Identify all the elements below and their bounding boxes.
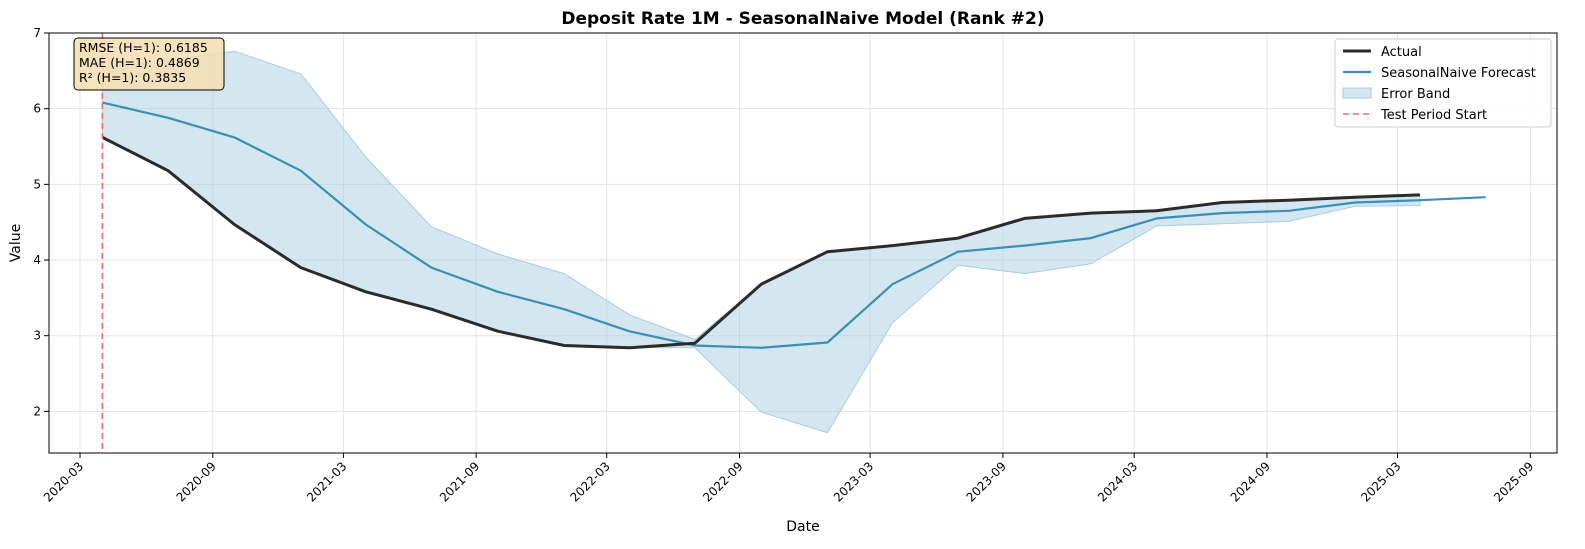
stats-line: MAE (H=1): 0.4869: [79, 55, 200, 70]
chart-title: Deposit Rate 1M - SeasonalNaive Model (R…: [561, 9, 1044, 29]
x-tick-label: 2022-03: [568, 459, 613, 504]
x-tick-label: 2020-09: [174, 459, 219, 504]
x-tick-label: 2024-03: [1095, 459, 1140, 504]
y-tick-label: 7: [33, 26, 41, 40]
legend-label: Error Band: [1381, 87, 1450, 102]
legend-label: Actual: [1381, 45, 1422, 60]
y-axis-title: Value: [8, 224, 24, 262]
x-tick-label: 2025-03: [1358, 459, 1403, 504]
legend-label: Test Period Start: [1380, 108, 1487, 123]
legend-swatch: [1342, 87, 1372, 99]
y-tick-label: 5: [33, 177, 41, 191]
stats-line: RMSE (H=1): 0.6185: [79, 40, 208, 55]
x-tick-label: 2020-03: [41, 459, 86, 504]
stats-box-background: [73, 37, 225, 91]
y-tick-label: 3: [33, 329, 41, 343]
x-tick-label: 2025-09: [1491, 459, 1536, 504]
x-tick-label: 2022-09: [700, 459, 745, 504]
x-tick-label: 2024-09: [1228, 459, 1273, 504]
x-axis-title: Date: [786, 519, 819, 535]
y-tick-label: 6: [33, 102, 41, 116]
legend-label: SeasonalNaive Forecast: [1381, 66, 1536, 81]
x-tick-label: 2023-09: [964, 459, 1009, 504]
x-tick-label: 2023-03: [831, 459, 876, 504]
y-tick-label: 4: [33, 253, 41, 267]
plot-area: 2020-03 2020-09 2021-03 2021-09 2022-03 2022-…: [33, 26, 1558, 505]
plot-frame: [48, 32, 1558, 454]
forecast-line: [102, 101, 1486, 349]
x-tick-label: 2021-09: [437, 459, 482, 504]
stats-line: R² (H=1): 0.3835: [79, 70, 186, 85]
legend-frame: [1334, 38, 1552, 128]
actual-line: [101, 136, 1420, 350]
x-tick-label: 2021-03: [304, 459, 349, 504]
legend: Actual SeasonalNaive Forecast Error Band Te…: [1334, 38, 1552, 128]
y-tick-label: 2: [33, 404, 41, 418]
